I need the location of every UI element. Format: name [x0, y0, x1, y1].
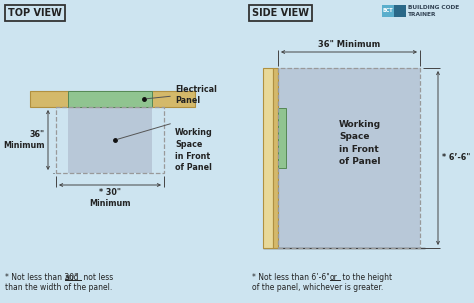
Bar — [278, 68, 420, 248]
Bar — [382, 5, 394, 17]
Text: TRAINER: TRAINER — [408, 12, 437, 17]
Text: * Not less than 30": * Not less than 30" — [5, 273, 80, 282]
Text: or: or — [330, 273, 338, 282]
Bar — [263, 68, 273, 248]
Bar — [394, 5, 406, 17]
Bar — [30, 91, 195, 107]
Text: BCT: BCT — [383, 8, 393, 14]
Bar — [278, 108, 286, 168]
Bar — [273, 68, 278, 248]
Bar — [68, 107, 152, 173]
Text: Working
Space
in Front
of Panel: Working Space in Front of Panel — [339, 120, 381, 166]
Text: Electrical
Panel: Electrical Panel — [175, 85, 217, 105]
Text: * 6’-6": * 6’-6" — [442, 154, 470, 162]
Text: and: and — [65, 273, 80, 282]
Bar — [278, 68, 420, 248]
Text: Working
Space
in Front
of Panel: Working Space in Front of Panel — [175, 128, 213, 172]
Bar — [68, 91, 152, 107]
Text: not less: not less — [81, 273, 113, 282]
Text: 36"
Minimum: 36" Minimum — [3, 130, 45, 150]
Text: SIDE VIEW: SIDE VIEW — [252, 8, 309, 18]
Text: * Not less than 6’-6": * Not less than 6’-6" — [252, 273, 332, 282]
Text: to the height: to the height — [340, 273, 392, 282]
Text: than the width of the panel.: than the width of the panel. — [5, 283, 112, 292]
Bar — [56, 107, 164, 173]
Text: of the panel, whichever is greater.: of the panel, whichever is greater. — [252, 283, 383, 292]
Text: 36" Minimum: 36" Minimum — [318, 40, 380, 49]
Text: BUILDING CODE: BUILDING CODE — [408, 5, 459, 10]
Text: TOP VIEW: TOP VIEW — [8, 8, 62, 18]
Text: * 30"
Minimum: * 30" Minimum — [89, 188, 131, 208]
